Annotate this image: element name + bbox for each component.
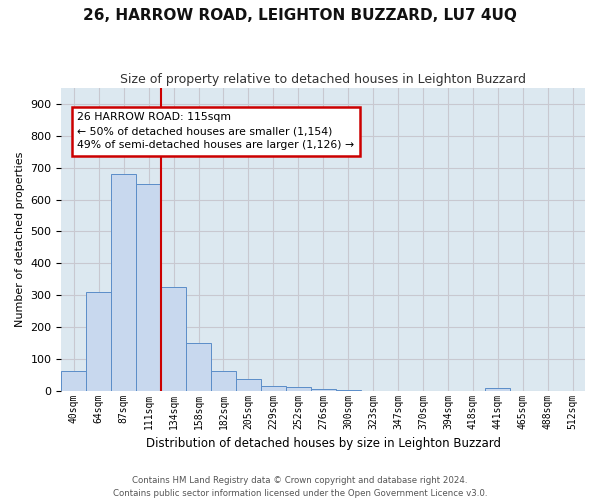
Bar: [161, 287, 186, 391]
Bar: [236, 380, 261, 390]
X-axis label: Distribution of detached houses by size in Leighton Buzzard: Distribution of detached houses by size …: [146, 437, 501, 450]
Bar: [111, 174, 136, 390]
Y-axis label: Number of detached properties: Number of detached properties: [15, 152, 25, 327]
Title: Size of property relative to detached houses in Leighton Buzzard: Size of property relative to detached ho…: [120, 72, 526, 86]
Bar: [211, 370, 236, 390]
Bar: [485, 388, 510, 390]
Bar: [311, 389, 335, 390]
Bar: [61, 370, 86, 390]
Bar: [186, 343, 211, 390]
Text: 26, HARROW ROAD, LEIGHTON BUZZARD, LU7 4UQ: 26, HARROW ROAD, LEIGHTON BUZZARD, LU7 4…: [83, 8, 517, 22]
Text: Contains HM Land Registry data © Crown copyright and database right 2024.
Contai: Contains HM Land Registry data © Crown c…: [113, 476, 487, 498]
Bar: [136, 184, 161, 390]
Bar: [86, 292, 111, 390]
Bar: [286, 388, 311, 390]
Text: 26 HARROW ROAD: 115sqm
← 50% of detached houses are smaller (1,154)
49% of semi-: 26 HARROW ROAD: 115sqm ← 50% of detached…: [77, 112, 354, 150]
Bar: [261, 386, 286, 390]
